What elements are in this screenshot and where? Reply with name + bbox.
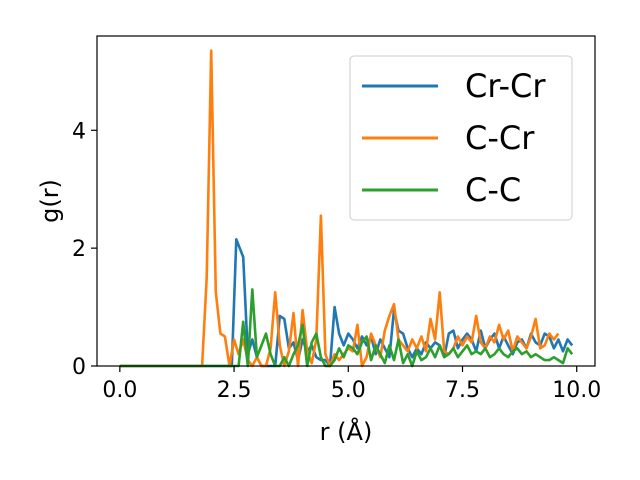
- y-tick-label: 2: [72, 237, 86, 262]
- axes-frame: [96, 35, 596, 367]
- y-tick-label: 4: [72, 119, 86, 144]
- legend-label-cr-cr: Cr-Cr: [465, 67, 546, 105]
- x-tick-label: 2.5: [217, 378, 252, 403]
- x-tick-label: 7.5: [445, 378, 480, 403]
- plot-area: [119, 49, 574, 368]
- x-axis-label: r (Å): [320, 417, 373, 446]
- x-tick-label: 5.0: [331, 378, 366, 403]
- y-axis-label: g(r): [36, 179, 64, 223]
- x-tick-label: 0.0: [102, 378, 137, 403]
- legend-box: [349, 55, 573, 221]
- legend-label-c-c: C-C: [465, 171, 521, 209]
- x-axis: 0.0 2.5 5.0 7.5 10.0: [102, 366, 601, 403]
- y-axis: 0 2 4: [72, 119, 97, 380]
- y-tick-label: 0: [72, 355, 86, 380]
- x-tick-label: 10.0: [552, 378, 601, 403]
- legend: Cr-Cr C-Cr C-C: [349, 55, 573, 221]
- series-line-c-c: [119, 288, 574, 368]
- legend-label-c-cr: C-Cr: [465, 119, 535, 157]
